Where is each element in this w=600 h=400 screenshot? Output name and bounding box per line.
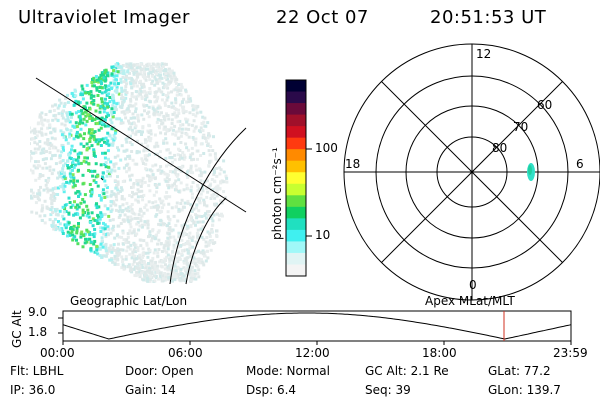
info-flt: Flt: LBHL [10,364,64,378]
colorbar-swatch [286,264,306,277]
colorbar-swatch [286,229,306,242]
info-seq: Seq: 39 [365,383,411,397]
mlt-label-12: 12 [476,47,492,61]
mlt-label-18: 18 [345,157,361,171]
colorbar-swatch [286,114,306,127]
colorbar-swatch [286,241,306,254]
colorbar-swatch [286,91,306,104]
mlt-label-6: 6 [576,157,584,171]
colorbar-swatch [286,183,306,196]
timeline-right-title: Apex MLat/MLT [425,294,515,308]
mlat-label-80: 80 [492,141,508,155]
polar-plot [343,43,600,301]
colorbar-swatch [286,252,306,265]
colorbar-swatch [286,137,306,150]
x-tick-0000: 00:00 [40,346,75,360]
aurora-speckle [30,62,229,283]
info-glon: GLon: 139.7 [488,383,561,397]
x-tick-0600: 06:00 [168,346,203,360]
latitude-arc [185,197,227,285]
date-label: 22 Oct 07 [276,7,369,28]
info-mode: Mode: Normal [246,364,330,378]
horizon-arc [169,127,247,285]
x-tick-1800: 18:00 [422,346,457,360]
colorbar-tick-10: 10 [315,228,331,242]
colorbar-title: photon cm⁻²s⁻¹ [270,147,284,240]
y-tick-1-8: 1.8 [28,325,48,339]
mlt-label-0: 0 [469,278,477,292]
info-door: Door: Open [125,364,194,378]
info-ip: IP: 36.0 [10,383,56,397]
mlat-label-60: 60 [537,98,553,112]
colorbar-swatch [286,195,306,208]
info-gain: Gain: 14 [125,383,176,397]
timeline-left-title: Geographic Lat/Lon [70,294,188,308]
colorbar [285,79,312,277]
y-tick-9: 9.0 [28,305,48,319]
time-label: 20:51:53 UT [430,7,547,28]
geographic-image [30,62,247,285]
instrument-title: Ultraviolet Imager [18,7,190,28]
colorbar-swatch [286,80,306,93]
info-dsp: Dsp: 6.4 [246,383,297,397]
colorbar-swatch [286,103,306,116]
info-glat: GLat: 77.2 [488,364,551,378]
x-tick-1200: 12:00 [295,346,330,360]
colorbar-swatch [286,149,306,162]
colorbar-tick-100: 100 [315,141,338,155]
x-tick-2359: 23:59 [553,346,588,360]
mlat-label-70: 70 [513,120,529,134]
polar-aurora [527,163,535,181]
colorbar-swatch [286,172,306,185]
colorbar-swatch [286,126,306,139]
timeline-plot [58,310,572,345]
timeline-ylabel: GC Alt [10,310,24,348]
colorbar-swatch [286,160,306,173]
info-gc-alt: GC Alt: 2.1 Re [365,364,449,378]
track-line [35,77,247,213]
colorbar-swatch [286,218,306,231]
colorbar-swatch [286,206,306,219]
